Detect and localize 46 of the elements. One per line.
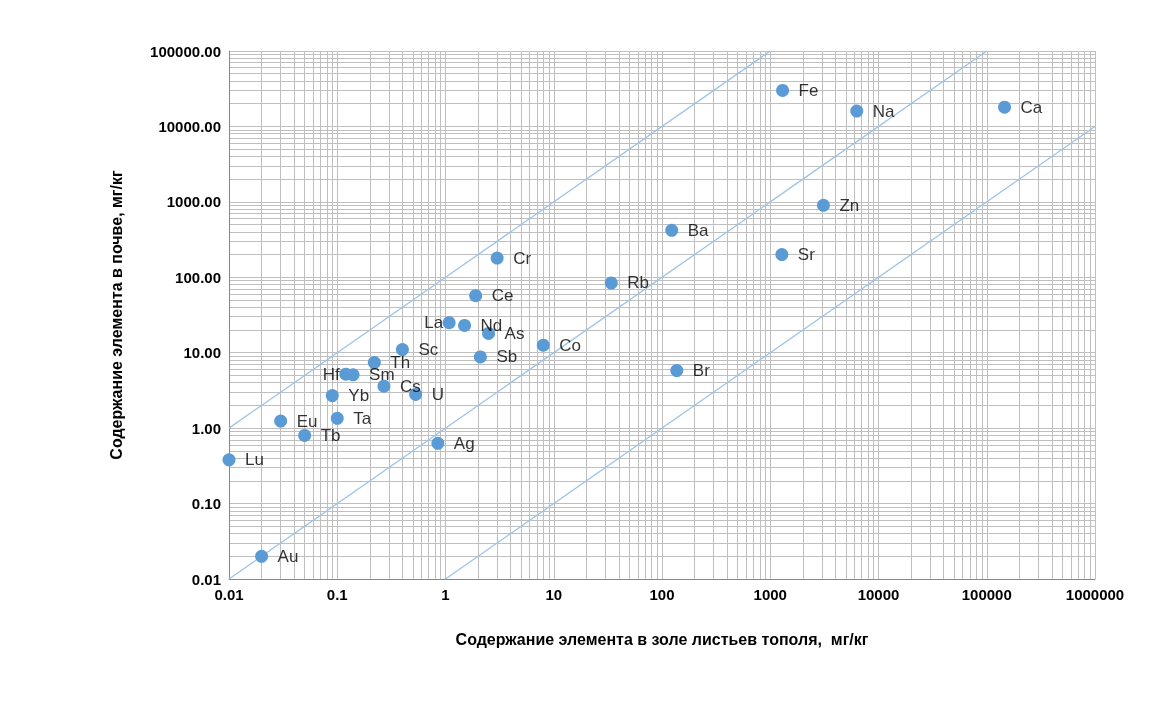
x-tick-label: 100 bbox=[649, 586, 675, 603]
x-tick-label: 1000 bbox=[753, 586, 787, 603]
annotation: Fe bbox=[798, 80, 819, 100]
annotation: Lu bbox=[245, 450, 264, 470]
y-tick-label: 0.01 bbox=[191, 570, 221, 588]
y-tick-label: 100.00 bbox=[175, 268, 221, 286]
annotation: Rb bbox=[627, 273, 650, 293]
annotation: Cs bbox=[399, 376, 421, 396]
x-tick-label: 100000 bbox=[961, 586, 1012, 603]
y-tick-label: 10.00 bbox=[183, 344, 221, 362]
y-tick-label: 0.10 bbox=[191, 495, 221, 513]
annotation: Co bbox=[559, 335, 581, 355]
x-tick-label: 0.1 bbox=[326, 586, 348, 603]
annotation: Sb bbox=[496, 347, 518, 367]
annotation: Ca bbox=[1020, 97, 1043, 117]
annotation: Ta bbox=[353, 408, 372, 428]
annotation: Ba bbox=[687, 220, 710, 240]
annotation: Na bbox=[872, 101, 896, 121]
annotation: La bbox=[424, 313, 444, 333]
annotation: Cr bbox=[513, 248, 532, 268]
y-tick-label: 1000.00 bbox=[166, 193, 221, 211]
annotation: As bbox=[504, 323, 525, 343]
annotation: Au bbox=[277, 546, 299, 566]
annotation: Ag bbox=[453, 433, 475, 453]
annotation: U bbox=[431, 384, 444, 404]
annotation: Tb bbox=[320, 425, 341, 445]
annotation: Zn bbox=[839, 195, 860, 215]
annotation: Sm bbox=[369, 365, 395, 385]
x-axis-title: Содержание элемента в золе листьев тополя, мг/кг bbox=[455, 630, 869, 648]
annotation: Hf bbox=[322, 364, 341, 384]
x-tick-label: 1000000 bbox=[1065, 586, 1125, 603]
y-tick-label: 10000.00 bbox=[158, 117, 221, 135]
y-tick-label: 1.00 bbox=[191, 419, 221, 437]
annotation: Yb bbox=[348, 386, 370, 406]
annotation: Ce bbox=[491, 286, 514, 306]
y-axis-title: Содержание элемента в почве, мг/кг bbox=[107, 170, 125, 460]
x-tick-label: 10000 bbox=[857, 586, 900, 603]
annotation: Br bbox=[692, 361, 711, 381]
y-tick-label: 100000.00 bbox=[150, 42, 221, 60]
x-tick-label: 1 bbox=[441, 586, 450, 603]
annotation: Eu bbox=[296, 411, 318, 431]
x-tick-label: 10 bbox=[545, 586, 563, 603]
annotation: Sr bbox=[797, 245, 816, 265]
annotation: Sc bbox=[418, 340, 439, 360]
x-tick-label: 0.01 bbox=[214, 586, 244, 603]
annotation: Nd bbox=[480, 315, 503, 335]
